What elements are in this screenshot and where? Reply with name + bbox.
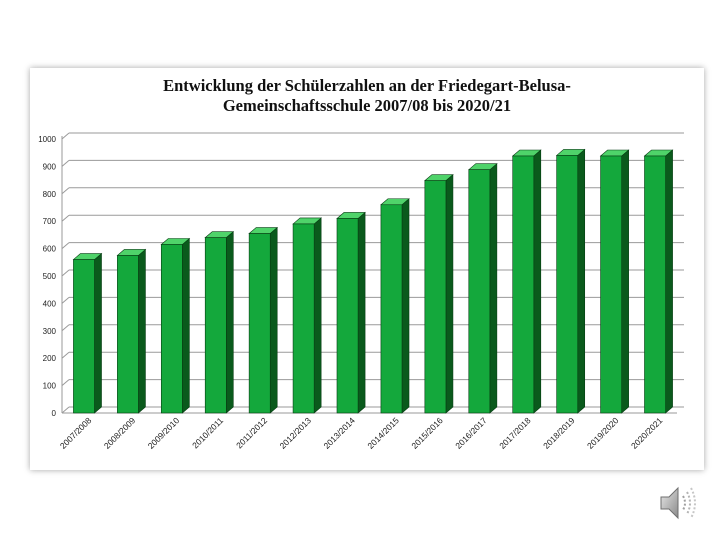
gridlines <box>61 132 684 414</box>
gridline <box>61 324 70 332</box>
bar-side <box>94 252 102 414</box>
y-axis-ticks: 0 100 200 300 400 500 600 700 800 900 1000 <box>38 135 56 418</box>
x-tick-label: 2017/2018 <box>497 415 533 451</box>
chart-title-line1: Entwicklung der Schülerzahlen an der Fri… <box>163 76 571 95</box>
x-axis-ticks: 2007/2008 2008/2009 2009/2010 2010/2011 2011… <box>58 415 665 451</box>
x-tick-label: 2016/2017 <box>453 415 489 451</box>
bar <box>73 259 95 414</box>
x-tick-label: 2008/2009 <box>102 415 138 451</box>
gridline <box>61 351 70 359</box>
gridline <box>61 132 70 140</box>
bar-side <box>665 149 673 414</box>
x-tick-label: 2014/2015 <box>365 415 401 451</box>
bar <box>556 155 579 414</box>
y-tick-label: 500 <box>43 272 57 281</box>
bar-side <box>577 148 586 414</box>
bars <box>72 148 674 414</box>
bar <box>117 255 139 414</box>
bar <box>380 204 403 414</box>
y-tick-label: 100 <box>43 382 57 391</box>
bar-side <box>489 163 498 414</box>
bar <box>204 237 227 414</box>
bar-side <box>445 173 454 414</box>
bar-side <box>533 149 542 414</box>
x-tick-label: 2010/2011 <box>190 415 225 450</box>
gridline <box>61 269 70 277</box>
bar-side <box>621 149 629 414</box>
y-tick-label: 800 <box>43 190 57 199</box>
y-tick-label: 0 <box>52 409 57 418</box>
bar-side <box>138 248 146 414</box>
bar <box>336 218 359 414</box>
bar <box>600 155 622 414</box>
bar-side <box>357 211 366 414</box>
speaker-icon[interactable] <box>656 480 702 526</box>
y-tick-label: 600 <box>43 245 57 254</box>
bar <box>512 155 535 414</box>
bar-side <box>313 217 322 414</box>
gridline <box>61 297 70 304</box>
x-tick-label: 2018/2019 <box>541 415 577 451</box>
bar <box>160 244 183 414</box>
bar <box>248 233 271 414</box>
bar-side <box>401 198 410 414</box>
x-tick-label: 2013/2014 <box>321 415 357 451</box>
bar-side <box>269 226 278 414</box>
x-tick-label: 2012/2013 <box>278 415 314 451</box>
bar-side <box>182 237 190 414</box>
y-tick-label: 700 <box>43 217 57 226</box>
bar <box>292 223 315 414</box>
bar <box>424 180 447 414</box>
y-tick-label: 400 <box>43 299 57 308</box>
gridline <box>61 214 70 222</box>
x-tick-label: 2015/2016 <box>409 415 445 451</box>
x-tick-label: 2007/2008 <box>58 415 94 451</box>
y-tick-label: 300 <box>43 327 57 336</box>
gridline <box>61 160 70 167</box>
bar-side <box>225 230 234 414</box>
x-tick-label: 2011/2012 <box>234 415 269 450</box>
x-tick-label: 2019/2020 <box>585 415 621 451</box>
gridline <box>61 187 70 195</box>
chart-title-line2: Gemeinschaftsschule 2007/08 bis 2020/21 <box>222 96 512 115</box>
y-tick-label: 900 <box>43 162 57 171</box>
chart-title: Entwicklung der Schülerzahlen an der Fri… <box>30 76 704 116</box>
bar <box>468 169 491 414</box>
bar <box>644 155 666 414</box>
y-tick-label: 200 <box>43 354 57 363</box>
gridline <box>61 242 70 249</box>
y-tick-label: 1000 <box>38 135 56 144</box>
x-tick-label: 2009/2010 <box>146 415 182 451</box>
x-tick-label: 2020/2021 <box>629 415 665 451</box>
gridline <box>61 379 70 386</box>
axis-corner <box>61 406 70 414</box>
